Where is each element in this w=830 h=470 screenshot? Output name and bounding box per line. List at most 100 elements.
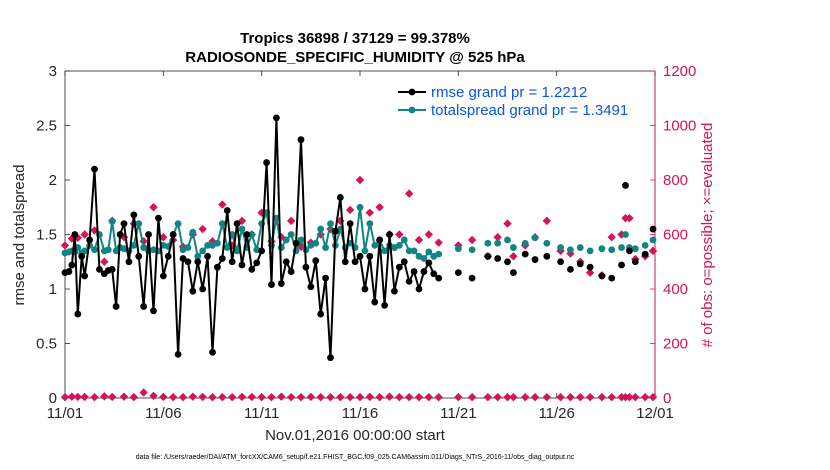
obs-possible-point (625, 213, 634, 223)
rmse-point (169, 231, 177, 238)
obs-possible-point (286, 216, 296, 226)
obs-evaluated-point (188, 392, 198, 401)
x-tick-label: 12/01 (636, 405, 674, 422)
totalspread-point (135, 220, 143, 228)
obs-possible-point (503, 219, 512, 228)
legend-totalspread-marker (408, 106, 416, 114)
obs-possible-point (355, 175, 365, 185)
obs-evaluated-point (509, 392, 518, 402)
y-tick-label: 2.5 (36, 118, 57, 135)
rmse-point (346, 220, 354, 228)
totalspread-point (371, 242, 379, 249)
obs-evaluated-point (168, 392, 178, 402)
rmse-point (420, 268, 428, 275)
totalspread-point (366, 220, 374, 228)
rmse-point (223, 207, 231, 214)
obs-evaluated-point (648, 392, 658, 402)
totalspread-sparse-point (567, 246, 574, 254)
rmse-point (179, 255, 187, 262)
rmse-sparse-point (484, 252, 492, 260)
obs-evaluated-point (267, 392, 276, 402)
totalspread-point (400, 236, 408, 244)
rmse-point (78, 252, 86, 260)
rmse-point (96, 265, 103, 273)
rmse-point (214, 263, 221, 271)
totalspread-sparse-point (521, 239, 529, 247)
rmse-point (371, 298, 379, 306)
totalspread-point (317, 225, 325, 233)
obs-evaluated-point (640, 392, 650, 402)
x-tick-label: 11/06 (145, 405, 181, 422)
obs-evaluated-point (521, 392, 530, 402)
rmse-sparse-point (504, 258, 511, 266)
rmse-point (327, 354, 334, 362)
obs-possible-point (542, 216, 552, 226)
rmse-point (140, 303, 148, 310)
obs-evaluated-point (385, 392, 394, 401)
y-tick-label: 2 (49, 172, 57, 189)
totalspread-point (420, 255, 428, 262)
totalspread-point (174, 220, 182, 228)
totalspread-point (356, 203, 364, 211)
obs-evaluated-point (108, 392, 117, 402)
plot-frame (64, 70, 656, 399)
totalspread-point (312, 239, 320, 247)
rmse-point (65, 268, 73, 275)
rmse-sparse-point (641, 250, 649, 258)
totalspread-point (395, 242, 403, 249)
rmse-point (317, 310, 325, 318)
rmse-point (400, 258, 408, 266)
rmse-point (71, 231, 79, 238)
rmse-point (164, 252, 172, 260)
obs-evaluated-point (336, 392, 345, 402)
totalspread-point (381, 247, 388, 255)
rmse-sparse-point (521, 250, 529, 258)
x-tick-label: 11/01 (47, 405, 83, 422)
rmse-point (277, 280, 285, 287)
rmse-point (391, 287, 398, 295)
rmse-point (194, 258, 202, 266)
rmse-point (159, 272, 167, 280)
totalspread-point (425, 248, 433, 256)
obs-evaluated-point (576, 392, 585, 402)
rmse-sparse-point (608, 274, 616, 282)
chart-subtitle: RADIOSONDE_SPECIFIC_HUMIDITY @ 525 hPa (185, 49, 525, 66)
rmse-point (125, 258, 133, 266)
totalspread-sparse-point (484, 239, 492, 247)
totalspread-point (204, 242, 211, 249)
obs-evaluated-point (503, 392, 512, 402)
rmse-sparse-point (576, 260, 584, 268)
totalspread-sparse-point (649, 236, 657, 244)
obs-evaluated-point (90, 392, 99, 402)
rmse-point (184, 258, 192, 266)
y2-tick-label: 400 (663, 281, 688, 298)
rmse-point (228, 258, 236, 266)
obs-possible-point (424, 230, 434, 239)
rmse-point (395, 263, 403, 271)
obs-evaluated-point (227, 392, 237, 402)
rmse-point (86, 236, 93, 244)
obs-evaluated-point (585, 392, 595, 402)
rmse-point (351, 258, 359, 266)
obs-evaluated-point (493, 392, 502, 402)
totalspread-point (282, 236, 290, 244)
obs-evaluated-point (355, 392, 365, 402)
obs-possible-point (509, 252, 518, 261)
obs-evaluated-point (434, 392, 443, 402)
rmse-point (366, 252, 374, 260)
rmse-sparse-point (598, 272, 606, 280)
y2-tick-label: 200 (663, 336, 688, 353)
rmse-point (253, 259, 261, 267)
rmse-point (263, 159, 270, 166)
totalspread-point (361, 247, 369, 255)
rmse-point (425, 259, 433, 267)
totalspread-sparse-point (468, 246, 476, 254)
rmse-point (218, 255, 226, 262)
y2-tick-label: 1200 (663, 63, 696, 80)
obs-possible-point (208, 237, 217, 246)
rmse-point (209, 348, 216, 356)
obs-evaluated-point (316, 392, 325, 402)
obs-possible-point (585, 268, 595, 277)
obs-evaluated-point (198, 392, 207, 402)
totalspread-point (327, 220, 334, 228)
